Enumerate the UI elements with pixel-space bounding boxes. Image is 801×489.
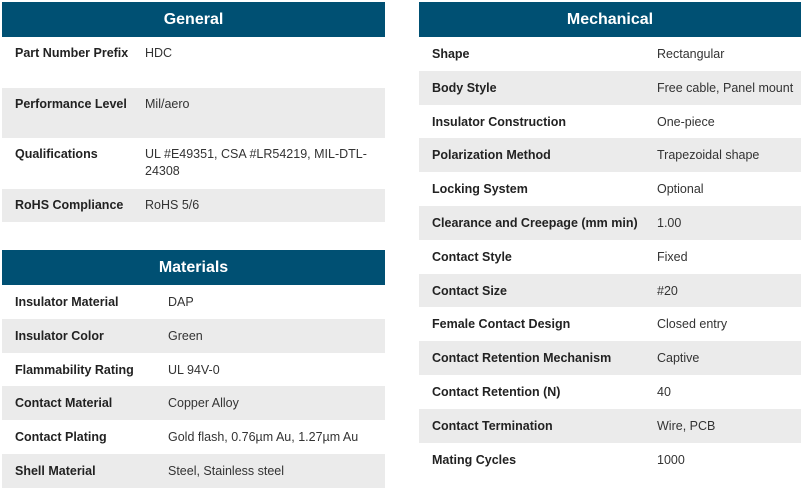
spec-row: Qualifications UL #E49351, CSA #LR54219, … xyxy=(2,138,385,189)
spec-row: Part Number Prefix HDC xyxy=(2,37,385,88)
spec-label: Contact Material xyxy=(15,396,113,411)
spec-label: Female Contact Design xyxy=(432,317,571,332)
spec-value: 40 xyxy=(657,384,671,399)
spec-value: Fixed xyxy=(657,249,688,264)
spec-label: Flammability Rating xyxy=(15,362,134,377)
spec-row: Body Style Free cable, Panel mount xyxy=(419,70,801,105)
spec-label: Contact Plating xyxy=(15,430,107,445)
spec-value: Optional xyxy=(657,182,704,197)
spec-row: Female Contact Design Closed entry xyxy=(419,307,801,341)
spec-row: Performance Level Mil/aero xyxy=(2,87,385,138)
spec-value: UL 94V-0 xyxy=(168,362,220,377)
spec-label: Contact Style xyxy=(432,249,512,264)
spec-row: Shape Rectangular xyxy=(419,37,801,71)
spec-label: Clearance and Creepage (mm min) xyxy=(432,215,638,230)
spec-value: Trapezoidal shape xyxy=(657,148,760,163)
spec-value: Steel, Stainless steel xyxy=(168,463,285,478)
spec-value: Mil/aero xyxy=(145,96,190,111)
spec-value: 1000 xyxy=(657,452,685,467)
spec-row: Contact Termination Wire, PCB xyxy=(419,408,801,443)
spec-value: Free cable, Panel mount xyxy=(657,80,794,95)
spec-row: Contact Style Fixed xyxy=(419,240,801,274)
spec-label: Insulator Color xyxy=(15,328,104,343)
spec-value: #20 xyxy=(657,283,678,298)
spec-value: Closed entry xyxy=(657,317,728,332)
spec-row: Insulator Construction One-piece xyxy=(419,105,801,139)
spec-value: Gold flash, 0.76µm Au, 1.27µm Au xyxy=(168,430,359,445)
spec-value: Wire, PCB xyxy=(657,418,716,433)
spec-label: Contact Retention Mechanism xyxy=(432,351,612,366)
materials-header: Materials xyxy=(2,250,385,285)
spec-label: Insulator Material xyxy=(15,295,119,309)
spec-label: Shape xyxy=(432,47,470,61)
materials-spec-table: Materials Insulator Material DAP Insulator… xyxy=(2,250,385,488)
spec-label: Locking System xyxy=(432,182,528,197)
spec-label: Part Number Prefix xyxy=(15,46,129,60)
spec-row: Contact Size #20 xyxy=(419,273,801,308)
spec-value: Green xyxy=(168,328,203,343)
spec-row: Mating Cycles 1000 xyxy=(419,443,801,477)
spec-value: 1.00 xyxy=(657,215,682,230)
spec-label: Contact Retention (N) xyxy=(432,384,561,399)
spec-value: RoHS 5/6 xyxy=(145,197,200,212)
spec-value: One-piece xyxy=(657,114,715,129)
spec-label: Shell Material xyxy=(15,463,96,478)
spec-label: Body Style xyxy=(432,80,497,95)
spec-row: Contact Plating Gold flash, 0.76µm Au, 1.… xyxy=(2,420,385,454)
spec-label: Contact Termination xyxy=(432,418,553,433)
spec-label: RoHS Compliance xyxy=(15,197,124,212)
mechanical-header: Mechanical xyxy=(419,2,801,37)
spec-value: Copper Alloy xyxy=(168,396,239,411)
spec-label: Performance Level xyxy=(15,96,127,111)
spec-row: Polarization Method Trapezoidal shape xyxy=(419,138,801,173)
spec-row: Contact Retention (N) 40 xyxy=(419,375,801,409)
spec-row: Contact Material Copper Alloy xyxy=(2,386,385,421)
spec-value: Rectangular xyxy=(657,47,725,61)
mechanical-spec-table: Mechanical Shape Rectangular Body Style Fre… xyxy=(419,2,801,476)
spec-value: Captive xyxy=(657,351,700,366)
spec-label: Qualifications xyxy=(15,147,98,161)
spec-row: RoHS Compliance RoHS 5/6 xyxy=(2,188,385,222)
general-header: General xyxy=(2,2,385,37)
spec-row: Clearance and Creepage (mm min) 1.00 xyxy=(419,205,801,240)
spec-row: Insulator Color Green xyxy=(2,318,385,353)
general-spec-table: General Part Number Prefix HDC Performance… xyxy=(2,2,385,222)
spec-label: Mating Cycles xyxy=(432,452,517,467)
spec-row: Shell Material Steel, Stainless steel xyxy=(2,453,385,488)
spec-row: Insulator Material DAP xyxy=(2,285,385,319)
spec-row: Flammability Rating UL 94V-0 xyxy=(2,353,385,387)
spec-label: Polarization Method xyxy=(432,148,551,163)
spec-value: HDC xyxy=(145,46,173,60)
spec-value: DAP xyxy=(168,295,194,309)
spec-row: Locking System Optional xyxy=(419,172,801,206)
spec-label: Contact Size xyxy=(432,283,508,298)
spec-row: Contact Retention Mechanism Captive xyxy=(419,341,801,375)
spec-label: Insulator Construction xyxy=(432,114,567,129)
spec-value: UL #E49351, CSA #LR54219, MIL-DTL-24308 xyxy=(145,147,367,178)
